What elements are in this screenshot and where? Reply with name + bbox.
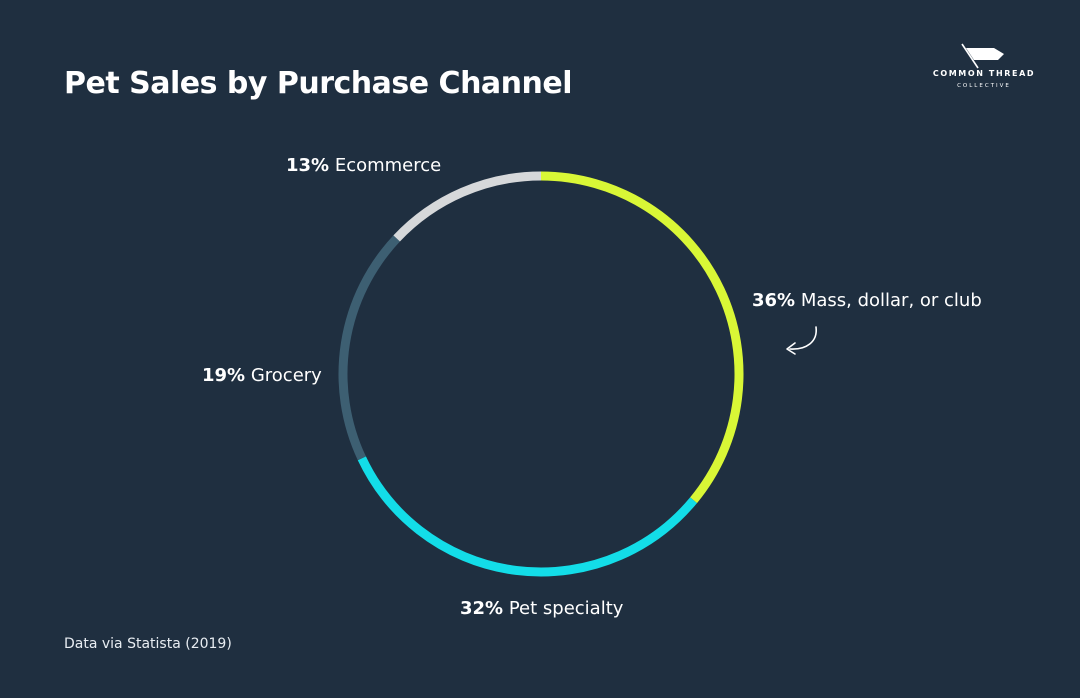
brand-logo: COMMON THREAD COLLECTIVE — [922, 42, 1046, 94]
label-pet-specialty-text: Pet specialty — [508, 598, 624, 619]
logo-subtitle: COLLECTIVE — [957, 83, 1011, 89]
ring-segment-ecommerce — [393, 171, 542, 242]
label-ecommerce-pct: 13% — [286, 155, 330, 176]
source-note: Data via Statista (2019) — [64, 636, 232, 652]
chart-title: Pet Sales by Purchase Channel — [64, 66, 573, 101]
ring-segment-grocery — [338, 235, 400, 461]
label-pet-specialty-pct: 32% — [460, 598, 504, 619]
label-ecommerce-text: Ecommerce — [334, 155, 442, 176]
label-ecommerce: 13% Ecommerce — [286, 155, 441, 176]
label-grocery-text: Grocery — [250, 365, 322, 386]
ring-segment-mass — [540, 171, 744, 504]
label-mass-pct: 36% — [752, 290, 796, 311]
curved-arrow-icon — [786, 326, 817, 355]
ring-segment-pet-specialty — [357, 456, 698, 577]
logo-wordmark: COMMON THREAD — [932, 69, 1036, 78]
label-mass-text: Mass, dollar, or club — [800, 290, 982, 311]
label-grocery-pct: 19% — [202, 365, 246, 386]
flag-icon — [961, 43, 1004, 69]
label-pet-specialty: 32% Pet specialty — [460, 598, 623, 619]
label-grocery: 19% Grocery — [202, 365, 322, 386]
label-mass: 36% Mass, dollar, or club — [752, 290, 982, 311]
